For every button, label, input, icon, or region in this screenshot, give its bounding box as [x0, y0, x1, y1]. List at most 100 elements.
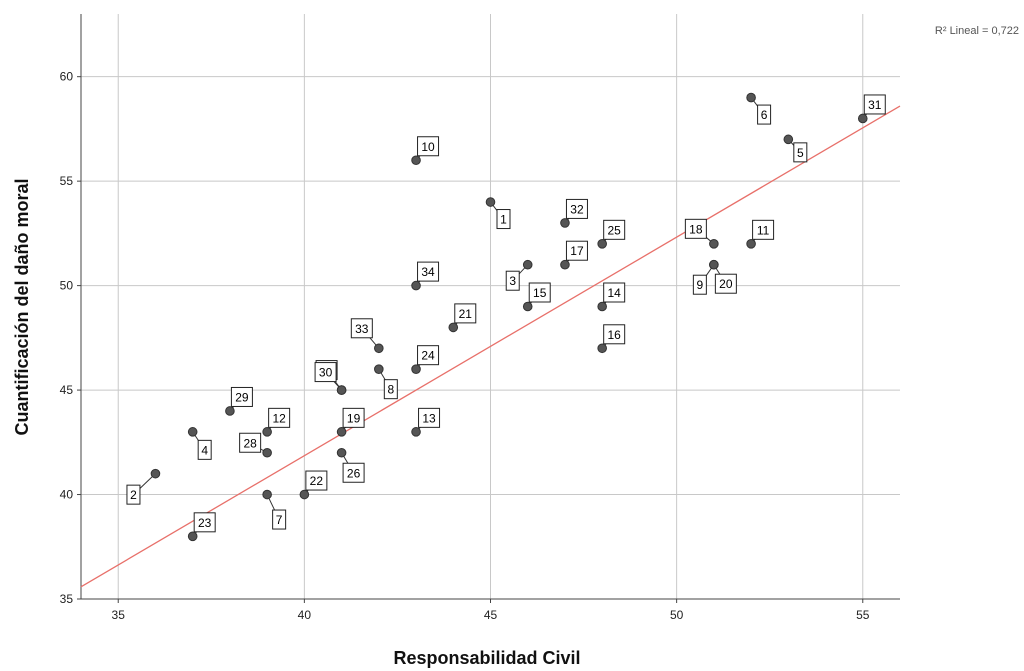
point-label-box — [417, 345, 440, 366]
data-point — [225, 406, 235, 416]
point-label-box — [565, 240, 588, 261]
point-label: 20 — [719, 277, 733, 291]
data-point — [374, 364, 384, 374]
data-point — [262, 447, 272, 458]
data-point — [522, 301, 533, 312]
point-label: 17 — [570, 244, 584, 258]
point-label-box — [603, 324, 626, 345]
point-label: 11 — [757, 223, 770, 237]
point-label-box — [383, 379, 398, 400]
y-tick-label: 45 — [60, 383, 74, 397]
point-label-box — [126, 484, 141, 505]
fit-line — [80, 105, 901, 588]
point-label: 9 — [697, 278, 704, 292]
point-label-box — [342, 462, 365, 483]
data-point — [746, 239, 756, 249]
point-label-box — [454, 303, 477, 324]
point-label-box — [230, 386, 253, 407]
y-tick-label: 35 — [60, 592, 74, 606]
r2-label: R² Lineal = 0,722 — [935, 25, 1019, 37]
point-label: 26 — [347, 466, 361, 480]
data-point — [522, 259, 533, 270]
point-label-box — [305, 470, 328, 491]
point-label-box — [496, 209, 511, 230]
data-point — [150, 468, 161, 479]
point-label-box — [350, 318, 373, 339]
point-label: 23 — [198, 516, 212, 530]
data-point — [448, 322, 459, 333]
point-label-box — [714, 273, 737, 294]
point-label: 15 — [533, 286, 547, 300]
data-point — [411, 364, 421, 374]
point-label: 3 — [509, 274, 516, 288]
point-label-box — [603, 219, 626, 240]
point-label: 31 — [868, 98, 882, 112]
point-label: 19 — [347, 411, 361, 425]
point-label-box — [197, 439, 212, 460]
x-tick-label: 55 — [856, 608, 870, 622]
data-point — [709, 239, 719, 249]
point-label-box — [193, 512, 216, 533]
data-point — [411, 427, 421, 437]
data-point — [597, 239, 607, 249]
point-label: 8 — [387, 383, 394, 397]
data-point — [336, 427, 347, 437]
point-label: 16 — [608, 328, 622, 342]
y-tick-label: 60 — [60, 70, 74, 84]
point-label-box — [752, 219, 775, 240]
point-label: 22 — [310, 474, 324, 488]
point-label: 21 — [459, 307, 473, 321]
data-point — [783, 134, 794, 145]
point-label-box — [757, 104, 772, 125]
data-point — [411, 155, 421, 166]
point-label-box — [418, 407, 441, 428]
data-point — [560, 218, 570, 228]
point-label: 12 — [272, 411, 286, 425]
point-label: 24 — [421, 349, 435, 363]
point-label-box — [793, 142, 808, 163]
data-point — [336, 447, 347, 458]
point-label-box — [528, 282, 551, 303]
point-label-box — [314, 362, 337, 383]
point-label: 18 — [689, 222, 703, 236]
x-tick-label: 35 — [112, 608, 126, 622]
point-label-box — [417, 136, 440, 157]
point-label: 14 — [608, 286, 622, 300]
point-label: 2 — [130, 488, 137, 502]
y-tick-label: 40 — [60, 488, 74, 502]
fit-line-group — [80, 105, 901, 588]
point-label: 7 — [276, 513, 283, 527]
point-label-box — [417, 261, 440, 282]
data-point — [746, 92, 756, 103]
data-point — [709, 259, 719, 270]
point-label: 6 — [761, 108, 768, 122]
data-point — [262, 489, 272, 500]
point-label-box — [272, 509, 287, 530]
grid-lines — [81, 14, 900, 599]
point-label-box — [342, 407, 365, 428]
point-label: 5 — [797, 146, 804, 160]
data-point — [857, 113, 868, 124]
point-label: 13 — [422, 411, 436, 425]
data-point — [597, 301, 607, 312]
point-label-box — [603, 282, 626, 303]
point-label: 10 — [421, 140, 435, 154]
x-tick-label: 40 — [298, 608, 312, 622]
point-label-box — [684, 218, 707, 239]
data-point — [411, 280, 421, 291]
point-label: 34 — [421, 265, 435, 279]
point-label-box — [863, 94, 886, 115]
x-axis-title: Responsabilidad Civil — [393, 648, 580, 668]
data-points — [150, 92, 868, 542]
data-point — [299, 489, 310, 500]
data-point — [597, 343, 607, 354]
y-axis-title: Cuantificación del daño moral — [12, 178, 32, 435]
point-label: 28 — [243, 436, 257, 450]
point-label: 33 — [355, 322, 369, 336]
point-label-box — [505, 270, 520, 291]
x-tick-label: 50 — [670, 608, 684, 622]
y-tick-label: 50 — [60, 279, 74, 293]
